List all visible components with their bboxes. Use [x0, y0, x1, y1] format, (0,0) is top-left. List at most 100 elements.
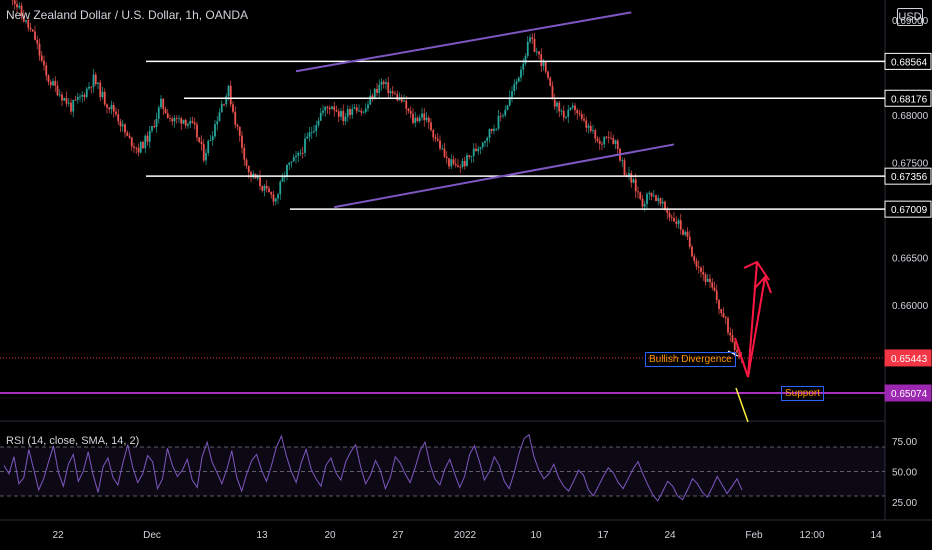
- candle-body: [65, 98, 68, 104]
- rsi-line: [3, 433, 743, 502]
- candle-body: [650, 192, 653, 197]
- drawings[interactable]: [0, 11, 885, 423]
- candle-body: [720, 309, 723, 314]
- level-price-badge-box: [884, 52, 932, 70]
- candle-body: [220, 103, 223, 113]
- candle-body: [506, 105, 509, 110]
- candle-body: [81, 95, 84, 97]
- candle-body: [616, 140, 619, 150]
- candle-body: [286, 164, 288, 177]
- candle-body: [463, 161, 466, 167]
- divergence-price-mark: [727, 350, 739, 357]
- candle-body: [151, 126, 153, 131]
- candle-body: [245, 159, 248, 166]
- candle-body: [391, 91, 394, 94]
- candle-body: [13, 0, 16, 5]
- candle-body: [205, 153, 207, 161]
- candle-body: [587, 125, 590, 128]
- candle-body: [36, 39, 39, 44]
- candle-body: [335, 110, 338, 112]
- time-tick-label: 22: [52, 530, 64, 541]
- candle-body: [137, 147, 140, 153]
- time-tick-label: 17: [597, 530, 609, 541]
- candle-body: [596, 138, 599, 141]
- candle-body: [193, 122, 196, 125]
- candle-body: [675, 221, 678, 224]
- candle-body: [511, 91, 513, 97]
- candle-body: [337, 111, 340, 117]
- candle-body: [313, 131, 315, 133]
- candle-body: [18, 5, 21, 8]
- candle-body: [133, 146, 135, 148]
- currency-button[interactable]: USD: [897, 8, 923, 26]
- candle-body: [25, 20, 27, 22]
- candle-body: [643, 204, 646, 207]
- candle-body: [706, 278, 709, 282]
- candle-body: [196, 124, 198, 138]
- candle-body: [713, 287, 716, 291]
- candle-body: [427, 117, 430, 123]
- candle-body: [468, 155, 471, 157]
- candle-body: [250, 172, 252, 178]
- candle-body: [234, 111, 237, 125]
- candle-body: [724, 317, 727, 319]
- candle-body: [304, 138, 306, 153]
- candle-body: [623, 160, 626, 176]
- rsi-tick-label: 25.00: [892, 498, 917, 509]
- candle-body: [605, 136, 608, 138]
- support-label[interactable]: Support: [781, 386, 825, 401]
- support-price-badge: 0.65074: [891, 389, 928, 400]
- candle-body: [396, 93, 399, 101]
- candle-body: [416, 117, 419, 122]
- candle-body: [441, 148, 444, 150]
- candle-body: [319, 112, 322, 121]
- candle-body: [700, 267, 702, 272]
- time-axis[interactable]: 22 Dec 13 20 27 2022 10 17 24 Feb 12:00 14: [52, 530, 882, 541]
- candle-body: [40, 55, 43, 61]
- candle-body: [425, 117, 428, 121]
- candle-body: [657, 198, 660, 202]
- candle-body: [466, 155, 468, 167]
- candle-body: [124, 124, 126, 133]
- price-tick-label: 0.69000: [892, 16, 929, 27]
- candle-body: [551, 85, 554, 100]
- candle-body: [110, 105, 113, 110]
- candle-body: [490, 129, 493, 131]
- candle-body: [436, 138, 439, 141]
- candle-body: [553, 99, 556, 107]
- candle-body: [112, 105, 115, 112]
- candle-body: [682, 229, 684, 235]
- candle-body: [126, 132, 129, 136]
- rsi-indicator-label[interactable]: RSI (14, close, SMA, 14, 2): [6, 435, 140, 447]
- candle-body: [641, 198, 644, 207]
- candle-body: [175, 117, 178, 119]
- candle-body: [144, 135, 147, 149]
- bullish-divergence-label[interactable]: Bullish Divergence: [645, 352, 736, 367]
- price-tick-label: 0.68000: [892, 111, 929, 122]
- candle-body: [90, 86, 93, 88]
- candle-body: [673, 217, 675, 222]
- symbol-title[interactable]: New Zealand Dollar / U.S. Dollar, 1h, OA…: [6, 8, 249, 22]
- current-price-badge-box: [884, 349, 932, 367]
- candle-body: [729, 332, 732, 336]
- candle-body: [688, 236, 691, 247]
- candle-body: [695, 260, 698, 267]
- candle-body: [283, 176, 286, 178]
- candle-body: [569, 107, 572, 110]
- candle-body: [236, 124, 239, 127]
- price-axis[interactable]: 0.69000 0.68000 0.67500 0.66500 0.66000 0.685…: [884, 16, 932, 402]
- candle-body: [610, 137, 612, 139]
- candle-body: [171, 118, 174, 122]
- candle-body: [661, 201, 664, 204]
- candle-body: [670, 217, 673, 219]
- candle-body: [238, 126, 241, 136]
- candle-body: [232, 104, 234, 112]
- candle-body: [711, 282, 714, 288]
- candle-body: [709, 278, 711, 283]
- level-price-badge: 0.67009: [891, 205, 928, 216]
- candle-body: [520, 69, 522, 78]
- candle-body: [27, 20, 30, 28]
- candle-body: [299, 152, 302, 154]
- candle-body: [736, 350, 738, 353]
